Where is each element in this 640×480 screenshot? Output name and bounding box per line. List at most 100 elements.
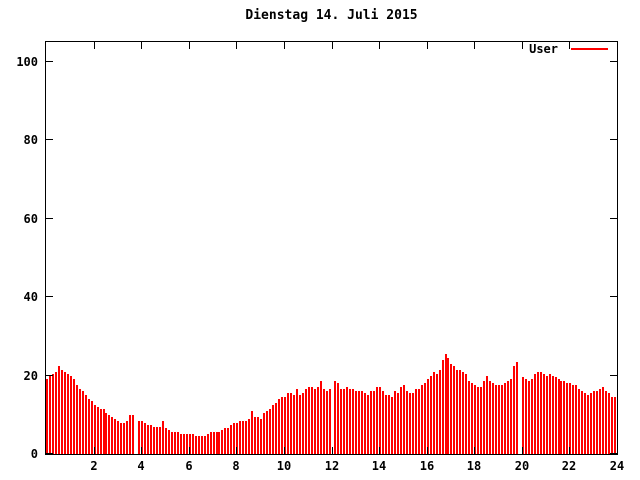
chart-bar-user bbox=[239, 421, 242, 454]
x-tick-top bbox=[474, 42, 475, 49]
y-tick-left bbox=[46, 296, 53, 297]
chart-bar-user bbox=[355, 391, 358, 454]
chart-bar-user bbox=[611, 397, 614, 454]
chart-bar-user bbox=[84, 395, 87, 454]
x-tick-top bbox=[141, 42, 142, 49]
chart-bar-user bbox=[72, 379, 75, 454]
x-tick-top bbox=[284, 42, 285, 49]
chart-bar-user bbox=[111, 417, 114, 454]
chart-bar-user bbox=[233, 423, 236, 454]
x-tick-bottom bbox=[284, 447, 285, 454]
chart-bar-user bbox=[221, 430, 224, 454]
x-tick-bottom bbox=[379, 447, 380, 454]
chart-bar-user bbox=[471, 383, 474, 454]
chart-bar-user bbox=[492, 383, 495, 454]
chart-bar-user bbox=[521, 377, 524, 454]
chart-bar-user bbox=[405, 391, 408, 454]
chart-bar-user bbox=[599, 389, 602, 454]
chart-bar-user bbox=[411, 393, 414, 454]
x-tick-label: 22 bbox=[561, 459, 577, 473]
chart-bar-user bbox=[551, 376, 554, 454]
chart-bar-user bbox=[46, 379, 48, 454]
chart-title: Dienstag 14. Juli 2015 bbox=[245, 8, 418, 23]
chart-bar-user bbox=[459, 370, 462, 454]
chart-bar-user bbox=[313, 389, 316, 454]
chart-bar-user bbox=[465, 374, 468, 454]
chart-bar-user bbox=[325, 391, 328, 454]
chart-bar-user bbox=[352, 389, 355, 454]
chart-bar-user bbox=[138, 421, 141, 454]
y-tick-right bbox=[610, 218, 617, 219]
chart-bar-user bbox=[450, 364, 453, 454]
x-tick-top bbox=[427, 42, 428, 49]
y-tick-right bbox=[610, 453, 617, 454]
chart-bar-user bbox=[545, 376, 548, 454]
chart-bar-user bbox=[99, 409, 102, 454]
chart-bar-user bbox=[48, 376, 51, 454]
chart-bar-user bbox=[319, 381, 322, 454]
chart-bar-user bbox=[123, 423, 126, 454]
chart-bar-user bbox=[185, 434, 188, 454]
chart-bar-user bbox=[447, 358, 450, 454]
x-tick-top bbox=[94, 42, 95, 49]
x-tick-top bbox=[189, 42, 190, 49]
legend-line-sample bbox=[571, 48, 608, 50]
chart-bar-user bbox=[96, 407, 99, 454]
chart-bar-user bbox=[557, 379, 560, 454]
chart-bar-user bbox=[105, 413, 108, 454]
chart-bar-user bbox=[396, 393, 399, 454]
chart-bar-user bbox=[179, 434, 182, 454]
chart-bar-user bbox=[530, 379, 533, 454]
chart-bar-user bbox=[343, 389, 346, 454]
chart-bar-user bbox=[126, 421, 129, 454]
x-tick-label: 10 bbox=[276, 459, 292, 473]
chart-bar-user bbox=[272, 405, 275, 454]
chart-bar-user bbox=[159, 427, 161, 454]
chart-bar-user bbox=[373, 391, 376, 454]
x-tick-bottom bbox=[474, 447, 475, 454]
chart-bar-user bbox=[477, 387, 480, 454]
chart-bar-user bbox=[572, 385, 575, 454]
chart-bar-user bbox=[63, 372, 66, 454]
x-tick-label: 18 bbox=[466, 459, 482, 473]
chart-bar-user bbox=[328, 389, 331, 454]
chart-bar-user bbox=[608, 393, 611, 454]
chart-bar-user bbox=[438, 370, 441, 454]
y-tick-label: 100 bbox=[16, 55, 38, 69]
chart-bar-user bbox=[215, 432, 218, 454]
chart-bar-user bbox=[566, 383, 569, 454]
chart-bar-user bbox=[468, 381, 471, 454]
chart-bar-user bbox=[614, 397, 617, 454]
chart-bar-user bbox=[388, 395, 390, 454]
chart-bar-user bbox=[292, 395, 295, 454]
chart-bar-user bbox=[147, 425, 150, 454]
chart-bar-user bbox=[203, 436, 206, 454]
chart-bar-user bbox=[590, 393, 593, 454]
chart-bar-user bbox=[337, 383, 340, 454]
chart-bar-user bbox=[280, 397, 283, 454]
chart-bar-user bbox=[503, 383, 506, 454]
chart-bar-user bbox=[248, 419, 251, 454]
chart-bar-user bbox=[587, 395, 590, 454]
x-tick-bottom bbox=[236, 447, 237, 454]
chart-bar-user bbox=[257, 417, 260, 454]
x-tick-label: 4 bbox=[137, 459, 145, 473]
chart-bar-user bbox=[539, 372, 542, 454]
chart-bar-user bbox=[167, 430, 170, 454]
chart-bar-user bbox=[227, 428, 230, 454]
chart-bar-user bbox=[593, 391, 596, 454]
chart-bar-user bbox=[486, 376, 489, 454]
chart-bar-user bbox=[444, 354, 447, 454]
chart-bar-user bbox=[367, 395, 370, 454]
y-tick-right bbox=[610, 139, 617, 140]
chart-bar-user bbox=[289, 393, 292, 454]
chart-bar-user bbox=[426, 379, 429, 454]
x-tick-bottom bbox=[94, 447, 95, 454]
chart-bar-user bbox=[277, 399, 280, 454]
chart-bar-user bbox=[316, 387, 319, 454]
x-tick-top bbox=[522, 42, 523, 49]
chart-bar-user bbox=[423, 383, 426, 454]
chart-bar-user bbox=[188, 434, 191, 454]
chart-bar-user bbox=[102, 409, 105, 454]
chart-bar-user bbox=[129, 415, 132, 454]
